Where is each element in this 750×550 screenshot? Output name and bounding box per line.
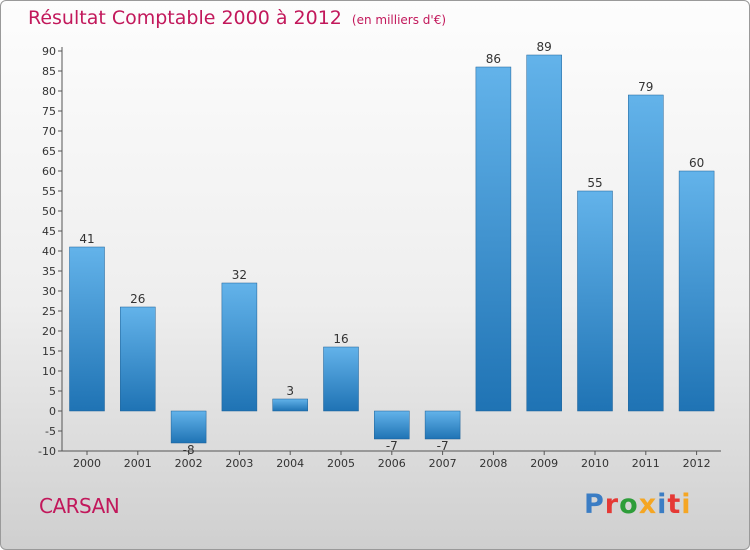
x-tick-label: 2001 xyxy=(124,457,152,470)
y-tick-label: 15 xyxy=(42,345,56,358)
x-tick-label: 2000 xyxy=(73,457,101,470)
y-tick-label: 80 xyxy=(42,85,56,98)
y-tick-label: 60 xyxy=(42,165,56,178)
data-label: 60 xyxy=(689,156,704,170)
x-tick-label: 2002 xyxy=(175,457,203,470)
data-label: 41 xyxy=(79,232,94,246)
bar xyxy=(120,306,156,412)
y-tick-label: 35 xyxy=(42,265,56,278)
x-tick-label: 2004 xyxy=(276,457,304,470)
axes: -10 -5 0 5 10 15 20 25 30 35 40 45 50 55 60 65 70 75 80 85 9… xyxy=(38,45,721,470)
logo-letter: x xyxy=(638,489,658,520)
x-tick-label: 2005 xyxy=(327,457,355,470)
x-tick-label: 2009 xyxy=(530,457,558,470)
bar xyxy=(170,410,207,444)
bar xyxy=(526,54,562,412)
y-tick-label: -10 xyxy=(38,445,56,458)
data-label: 89 xyxy=(537,40,552,54)
x-tick-label: 2007 xyxy=(429,457,457,470)
y-tick-label: 20 xyxy=(42,325,56,338)
bar xyxy=(323,346,359,412)
y-tick-label: 5 xyxy=(49,385,56,398)
bar xyxy=(272,398,308,412)
bar xyxy=(69,246,105,412)
y-tick-label: 65 xyxy=(42,145,56,158)
logo-letter: r xyxy=(604,489,620,520)
logo-letter: t xyxy=(667,489,682,520)
data-label: -7 xyxy=(386,439,398,453)
data-label: 16 xyxy=(333,332,348,346)
y-tick-label: 45 xyxy=(42,225,56,238)
data-label: 79 xyxy=(638,80,653,94)
proxiti-logo[interactable]: Proxiti xyxy=(584,489,692,520)
y-tick-label: 25 xyxy=(42,305,56,318)
data-label: 3 xyxy=(286,384,294,398)
data-labels: 41 26 -8 32 3 16 -7 -7 86 89 55 79 60 xyxy=(79,40,704,457)
y-tick-label: -5 xyxy=(45,425,56,438)
y-tick-label: 55 xyxy=(42,185,56,198)
chart-unit: (en milliers d'€) xyxy=(351,13,447,27)
y-tick-label: 70 xyxy=(42,125,56,138)
y-tick-label: 90 xyxy=(42,45,56,58)
bar xyxy=(475,66,512,412)
y-tick-label: 50 xyxy=(42,205,56,218)
bar xyxy=(678,170,715,412)
data-label: -8 xyxy=(183,443,195,457)
data-label: 55 xyxy=(587,176,602,190)
x-tick-label: 2008 xyxy=(479,457,507,470)
logo-letter: o xyxy=(619,489,639,520)
x-tick-label: 2011 xyxy=(632,457,660,470)
data-label: -7 xyxy=(437,439,449,453)
commune-name: CARSAN xyxy=(39,494,120,518)
x-tick-label: 2010 xyxy=(581,457,609,470)
bar xyxy=(577,190,613,412)
chart-title: Résultat Comptable 2000 à 2012 xyxy=(28,7,342,29)
y-tick-label: 30 xyxy=(42,285,56,298)
logo-letter: i xyxy=(657,489,668,520)
y-tick-label: 40 xyxy=(42,245,56,258)
bars xyxy=(69,54,715,444)
x-tick-label: 2003 xyxy=(225,457,253,470)
y-tick-label: 85 xyxy=(42,65,56,78)
chart-header: Résultat Comptable 2000 à 2012 (en millie… xyxy=(28,7,446,29)
x-tick-label: 2012 xyxy=(683,457,711,470)
x-tick-label: 2006 xyxy=(378,457,406,470)
y-tick-label: 75 xyxy=(42,105,56,118)
logo-letter: P xyxy=(584,489,605,520)
y-tick-label: 0 xyxy=(49,405,56,418)
bar xyxy=(628,94,664,412)
data-label: 86 xyxy=(486,52,501,66)
logo-letter: i xyxy=(681,489,692,520)
data-label: 32 xyxy=(232,268,247,282)
y-tick-label: 10 xyxy=(42,365,56,378)
bar xyxy=(221,282,258,412)
bar xyxy=(424,410,461,440)
data-label: 26 xyxy=(130,292,145,306)
bar xyxy=(374,410,410,440)
